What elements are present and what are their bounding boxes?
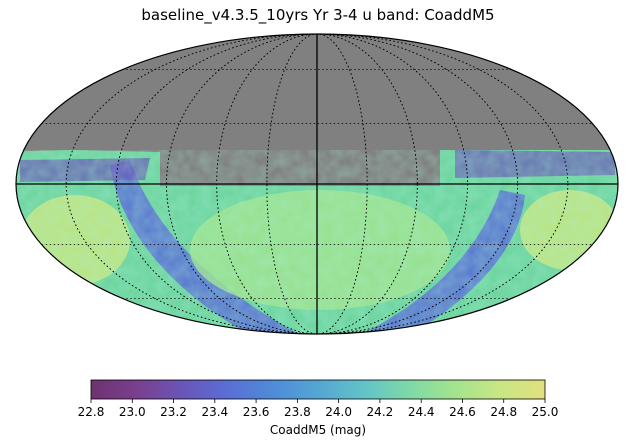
colorbar-tick-label: 22.8 xyxy=(78,405,105,419)
chart-title: baseline_v4.3.5_10yrs Yr 3-4 u band: Coa… xyxy=(141,6,495,24)
colorbar-tick-label: 23.8 xyxy=(284,405,311,419)
colorbar-tick-label: 25.0 xyxy=(532,405,559,419)
colorbar-tick-label: 23.0 xyxy=(119,405,146,419)
colorbar-tick-label: 23.6 xyxy=(243,405,270,419)
mollweide-sky-map xyxy=(15,33,619,335)
colorbar-tick-label: 24.4 xyxy=(408,405,435,419)
colorbar-tick-label: 24.8 xyxy=(490,405,517,419)
colorbar-tick-label: 24.0 xyxy=(325,405,352,419)
colorbar-tick-label: 24.6 xyxy=(449,405,476,419)
colorbar-ticks: 22.8 23.0 23.2 23.4 23.6 23.8 24.0 24.2 24.4 24.6… xyxy=(78,399,559,419)
colorbar-tick-label: 23.2 xyxy=(160,405,187,419)
colorbar-tick-label: 24.2 xyxy=(367,405,394,419)
colorbar-tick-label: 23.4 xyxy=(201,405,228,419)
colorbar-bar xyxy=(90,379,546,400)
colorbar-label: CoaddM5 (mag) xyxy=(269,423,367,437)
